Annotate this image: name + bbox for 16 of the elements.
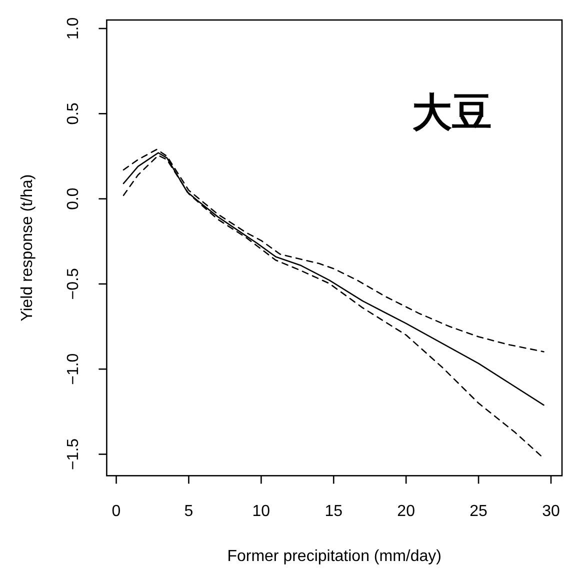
- x-tick-label: 5: [184, 503, 194, 520]
- y-tick-label: 1.0: [65, 17, 82, 40]
- x-tick-label: 15: [324, 503, 343, 520]
- x-tick-label: 25: [470, 503, 488, 520]
- x-tick-label: 0: [112, 503, 121, 520]
- annotation: 大豆: [412, 91, 492, 135]
- y-axis-title: Yield response (t/ha): [19, 174, 36, 322]
- y-tick-label: −1.0: [65, 353, 82, 385]
- y-tick-label: −0.5: [65, 268, 82, 300]
- x-tick-label: 30: [542, 503, 560, 520]
- x-tick-label: 20: [397, 503, 416, 520]
- y-tick-label: −1.5: [65, 438, 82, 470]
- x-tick-label: 10: [252, 503, 270, 520]
- x-axis-title: Former precipitation (mm/day): [227, 548, 442, 565]
- y-tick-label: 0.0: [65, 188, 82, 210]
- y-tick-label: 0.5: [65, 102, 82, 125]
